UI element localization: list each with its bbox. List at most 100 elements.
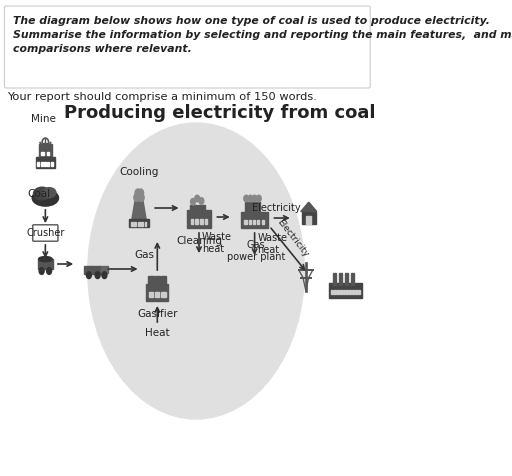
Text: Mine: Mine [31, 114, 56, 124]
Bar [161, 276, 166, 286]
Text: Your report should comprise a minimum of 150 words.: Your report should comprise a minimum of… [7, 92, 317, 102]
Bar [161, 291, 166, 297]
Bar [333, 273, 336, 285]
Circle shape [199, 198, 204, 204]
Bar [329, 283, 362, 298]
Text: Gas: Gas [134, 250, 155, 260]
Bar [84, 266, 101, 274]
Bar [149, 291, 153, 297]
Circle shape [138, 194, 144, 201]
Circle shape [102, 272, 107, 278]
Bar [190, 205, 193, 212]
Circle shape [87, 272, 91, 278]
Bar [131, 222, 133, 226]
Bar [194, 205, 197, 212]
Ellipse shape [32, 190, 58, 206]
Polygon shape [132, 201, 146, 221]
Bar [129, 219, 150, 227]
Bar [145, 222, 146, 226]
FancyBboxPatch shape [5, 6, 370, 88]
Bar [339, 273, 343, 285]
Bar [352, 290, 354, 294]
Bar [262, 220, 264, 224]
Bar [146, 284, 168, 301]
Bar [245, 202, 248, 213]
Text: Heat: Heat [145, 328, 169, 338]
Circle shape [95, 272, 100, 278]
Bar [351, 273, 354, 285]
Circle shape [195, 195, 200, 202]
Ellipse shape [33, 187, 51, 200]
Bar [358, 290, 360, 294]
Bar [205, 219, 207, 224]
Bar [244, 220, 247, 224]
Bar [148, 276, 154, 286]
Bar [249, 220, 251, 224]
Text: Coal: Coal [27, 189, 50, 199]
Circle shape [252, 195, 257, 202]
Bar [51, 161, 53, 166]
Circle shape [88, 123, 304, 419]
Bar [253, 220, 255, 224]
Circle shape [190, 198, 196, 205]
Circle shape [257, 195, 261, 202]
Bar [37, 161, 39, 166]
Text: Electricity: Electricity [252, 203, 301, 213]
Text: The diagram below shows how one type of coal is used to produce electricity.: The diagram below shows how one type of … [13, 16, 490, 26]
Circle shape [244, 195, 249, 202]
Circle shape [248, 195, 253, 202]
FancyBboxPatch shape [33, 225, 58, 241]
Bar [242, 212, 268, 228]
Bar [345, 273, 348, 285]
Circle shape [135, 189, 141, 197]
Text: Cleaning: Cleaning [176, 236, 222, 246]
Text: Waste
heat: Waste heat [202, 232, 232, 254]
Bar [346, 290, 348, 294]
Bar [337, 290, 339, 294]
Bar [39, 144, 52, 159]
Bar [47, 151, 49, 155]
Circle shape [138, 189, 143, 197]
Bar [38, 259, 53, 269]
Text: Electricity: Electricity [275, 218, 310, 258]
Text: Summarise the information by selecting and reporting the main features,  and mak: Summarise the information by selecting a… [13, 30, 512, 40]
Text: Gasifier: Gasifier [137, 309, 178, 319]
Ellipse shape [42, 188, 56, 198]
Bar [343, 290, 345, 294]
Text: comparisons where relevant.: comparisons where relevant. [13, 44, 192, 54]
Bar [349, 290, 351, 294]
Bar [36, 157, 55, 168]
Circle shape [136, 191, 142, 199]
Text: Gas
power plant: Gas power plant [227, 240, 285, 262]
Text: Crusher: Crusher [26, 228, 65, 238]
Bar [253, 202, 256, 213]
Bar [257, 220, 260, 224]
Text: Producing electricity from coal: Producing electricity from coal [63, 104, 375, 122]
Bar [198, 205, 201, 212]
Circle shape [39, 268, 44, 274]
Bar [202, 205, 205, 212]
Bar [41, 161, 42, 166]
Circle shape [47, 268, 52, 274]
Circle shape [134, 194, 140, 201]
Bar [331, 290, 333, 294]
Bar [196, 219, 198, 224]
Bar [155, 276, 160, 286]
Bar [249, 202, 252, 213]
Bar [187, 210, 211, 228]
Text: Waste
heat: Waste heat [258, 233, 288, 255]
Bar [155, 291, 159, 297]
Bar [135, 222, 136, 226]
Polygon shape [301, 202, 317, 211]
Bar [302, 211, 315, 224]
Bar [190, 219, 193, 224]
Bar [258, 202, 260, 213]
Text: Cooling: Cooling [119, 167, 159, 177]
Bar [200, 219, 203, 224]
Bar [340, 290, 342, 294]
Bar [44, 161, 46, 166]
Ellipse shape [38, 257, 52, 262]
Bar [307, 216, 311, 224]
Bar [101, 266, 108, 273]
Bar [334, 290, 336, 294]
